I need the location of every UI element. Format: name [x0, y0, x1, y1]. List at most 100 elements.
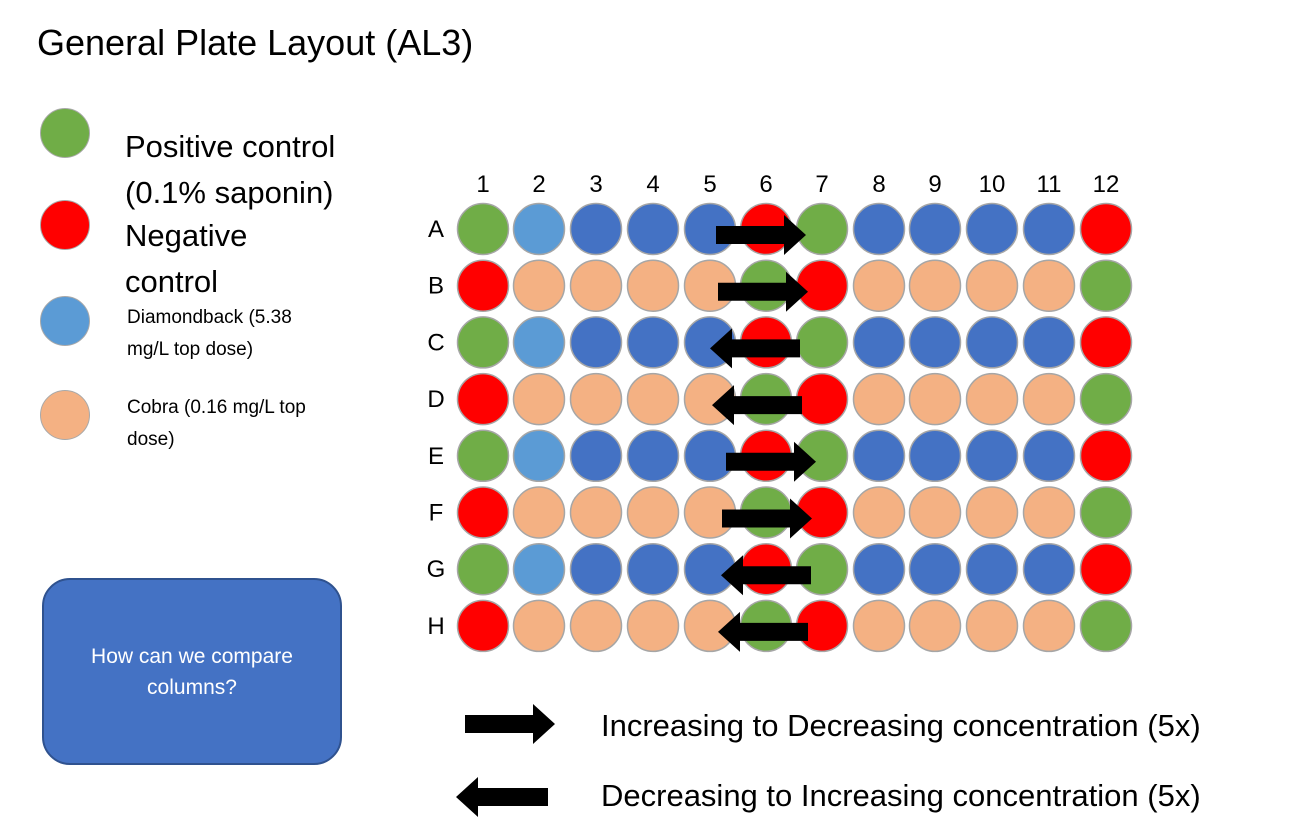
row-label-H: H: [427, 613, 444, 640]
well-F9: [908, 486, 962, 539]
row-arrow-G-left-icon: [721, 555, 811, 596]
well-H8: [852, 599, 906, 653]
well-G2: [512, 542, 566, 596]
well-A12: [1079, 202, 1133, 256]
well-F10: [965, 486, 1019, 539]
well-F1: [456, 486, 510, 539]
row-arrow-H-left-icon: [718, 611, 808, 652]
well-C1: [456, 316, 510, 369]
legend-cobra-line2: dose): [127, 429, 175, 450]
column-header-12: 12: [1093, 171, 1120, 198]
well-A2: [512, 202, 566, 256]
legend-negative-control-line1: Negative: [125, 218, 248, 253]
well-B4: [626, 259, 680, 312]
well-D10: [965, 372, 1019, 426]
row-arrow-E-right-icon: [726, 441, 816, 482]
callout-box: How can we compare columns?: [42, 578, 342, 765]
well-E9: [908, 429, 962, 483]
well-H9: [908, 599, 962, 653]
well-G11: [1022, 542, 1076, 596]
well-H12: [1079, 599, 1133, 653]
well-A4: [626, 202, 680, 256]
well-G10: [965, 542, 1019, 596]
row-arrow-C-left-icon: [710, 328, 800, 369]
well-D4: [626, 372, 680, 426]
well-G12: [1079, 542, 1133, 596]
well-E11: [1022, 429, 1076, 483]
well-A10: [965, 202, 1019, 256]
well-B3: [569, 259, 623, 312]
well-D12: [1079, 372, 1133, 426]
key-left-text: Decreasing to Increasing concentration (…: [601, 778, 1201, 813]
row-label-A: A: [428, 216, 444, 243]
well-F3: [569, 486, 623, 539]
well-E10: [965, 429, 1019, 483]
well-A1: [456, 202, 510, 256]
well-E4: [626, 429, 680, 483]
row-label-D: D: [427, 386, 444, 413]
row-label-G: G: [427, 556, 446, 583]
well-C9: [908, 316, 962, 369]
well-C8: [852, 316, 906, 369]
well-H2: [512, 599, 566, 653]
page-title: General Plate Layout (AL3): [37, 22, 474, 63]
legend-diamondback-line2: mg/L top dose): [127, 339, 254, 360]
row-arrow-B-right-icon: [718, 271, 808, 312]
column-header-4: 4: [646, 171, 659, 198]
well-H10: [965, 599, 1019, 653]
legend-positive-control-line2: (0.1% saponin): [125, 175, 334, 210]
legend-diamondback-line1: Diamondback (5.38: [127, 307, 292, 328]
well-B11: [1022, 259, 1076, 312]
well-A11: [1022, 202, 1076, 256]
row-arrow-D-left-icon: [712, 385, 802, 426]
legend-positive-control-line1: Positive control: [125, 129, 336, 164]
row-label-F: F: [429, 500, 444, 527]
well-C3: [569, 316, 623, 369]
well-B2: [512, 259, 566, 312]
well-D3: [569, 372, 623, 426]
legend-negative-control-swatch: [40, 200, 90, 250]
column-header-7: 7: [815, 171, 828, 198]
column-header-9: 9: [928, 171, 941, 198]
well-H4: [626, 599, 680, 653]
well-D9: [908, 372, 962, 426]
well-F4: [626, 486, 680, 539]
well-E12: [1079, 429, 1133, 483]
column-header-10: 10: [979, 171, 1006, 198]
well-H11: [1022, 599, 1076, 653]
column-header-6: 6: [759, 171, 772, 198]
well-F8: [852, 486, 906, 539]
row-arrow-F-right-icon: [722, 498, 812, 539]
well-C4: [626, 316, 680, 369]
well-F12: [1079, 486, 1133, 539]
key-arrow-right-icon: [465, 704, 555, 744]
well-E2: [512, 429, 566, 483]
row-arrow-A-right-icon: [716, 215, 806, 255]
well-H1: [456, 599, 510, 653]
well-B10: [965, 259, 1019, 312]
row-label-B: B: [428, 273, 444, 300]
well-G9: [908, 542, 962, 596]
column-header-3: 3: [589, 171, 602, 198]
well-A9: [908, 202, 962, 256]
legend-positive-control-swatch: [40, 108, 90, 158]
well-D8: [852, 372, 906, 426]
well-F11: [1022, 486, 1076, 539]
well-D11: [1022, 372, 1076, 426]
well-F2: [512, 486, 566, 539]
legend-negative-control-line2: control: [125, 264, 219, 299]
well-E8: [852, 429, 906, 483]
well-B9: [908, 259, 962, 312]
well-D1: [456, 372, 510, 426]
row-label-C: C: [427, 329, 444, 356]
well-E3: [569, 429, 623, 483]
well-G3: [569, 542, 623, 596]
legend-diamondback-swatch: [40, 296, 90, 346]
well-H3: [569, 599, 623, 653]
column-header-8: 8: [872, 171, 885, 198]
well-G1: [456, 542, 510, 596]
column-header-11: 11: [1037, 171, 1062, 198]
well-C10: [965, 316, 1019, 369]
